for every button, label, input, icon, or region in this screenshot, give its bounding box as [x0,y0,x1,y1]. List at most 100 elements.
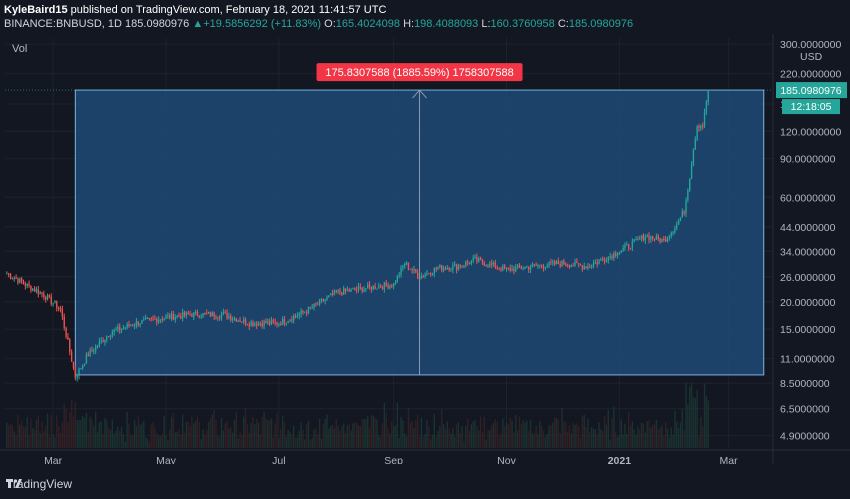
candle[interactable] [637,236,639,241]
candle[interactable] [305,309,308,317]
candle[interactable] [589,263,591,269]
candle[interactable] [30,285,32,293]
candle[interactable] [82,364,84,371]
candle[interactable] [220,311,223,321]
candle[interactable] [156,317,158,326]
candle[interactable] [85,352,88,364]
candle[interactable] [163,317,165,321]
candle[interactable] [191,313,193,318]
candle[interactable] [655,233,658,240]
candle[interactable] [324,298,326,305]
candle[interactable] [417,269,419,280]
candle[interactable] [33,286,36,292]
candle[interactable] [542,263,545,272]
candle[interactable] [674,225,676,235]
candle[interactable] [411,267,413,274]
candle[interactable] [639,235,641,240]
candle[interactable] [137,321,139,327]
chart-area[interactable]: Vol 175.8307588 (1885.59%) 1758307588 300.… [0,34,850,464]
candle[interactable] [365,287,367,293]
candle[interactable] [611,253,613,261]
candle[interactable] [526,265,528,268]
candle[interactable] [6,271,8,275]
candle[interactable] [287,320,289,324]
candle[interactable] [96,344,99,349]
candle[interactable] [307,306,310,315]
candle[interactable] [296,312,299,319]
candle[interactable] [65,326,67,339]
candle[interactable] [259,321,262,327]
candle[interactable] [11,277,14,280]
candle[interactable] [500,266,502,272]
candle[interactable] [111,329,114,339]
candle[interactable] [9,273,12,280]
candle[interactable] [298,311,300,320]
candle[interactable] [613,251,615,262]
candle[interactable] [56,300,58,312]
candle[interactable] [54,300,56,304]
candle[interactable] [315,302,317,307]
candle[interactable] [424,272,426,279]
price-axis[interactable]: 300.0000000220.0000000160120.000000090.0… [780,39,841,442]
candle[interactable] [548,261,550,269]
candle[interactable] [178,312,180,318]
candle[interactable] [261,319,263,329]
candle[interactable] [132,323,134,327]
candle[interactable] [113,328,115,336]
candle[interactable] [448,266,450,272]
candle[interactable] [344,288,347,295]
candle[interactable] [431,272,434,276]
candle[interactable] [167,312,169,319]
candle[interactable] [537,263,539,269]
candle[interactable] [368,280,371,290]
candle[interactable] [93,347,95,355]
candle[interactable] [235,317,238,323]
candle[interactable] [206,309,208,315]
candle[interactable] [627,243,630,252]
candle[interactable] [576,258,578,264]
candle[interactable] [663,235,665,242]
candle[interactable] [581,265,584,272]
candle[interactable] [509,264,511,273]
candle[interactable] [379,283,382,288]
candle[interactable] [52,302,54,307]
candle[interactable] [396,274,399,283]
candle[interactable] [185,311,188,319]
candle[interactable] [528,266,530,274]
candle[interactable] [139,323,141,328]
candle[interactable] [450,267,452,272]
candle[interactable] [544,266,547,271]
measure-label-box[interactable] [316,63,523,82]
candle[interactable] [437,266,439,271]
candle[interactable] [91,346,93,353]
candle[interactable] [387,282,389,290]
candle[interactable] [194,309,197,316]
candle[interactable] [198,315,200,319]
candle[interactable] [505,267,508,272]
candle[interactable] [154,315,156,320]
candle[interactable] [664,235,667,242]
candle[interactable] [272,318,275,325]
candle[interactable] [359,283,361,290]
candle[interactable] [304,311,306,314]
candle[interactable] [320,297,323,304]
candle[interactable] [102,337,104,343]
candle[interactable] [650,235,652,243]
candle[interactable] [141,319,143,325]
candle[interactable] [226,309,228,320]
candle[interactable] [609,252,611,261]
candle[interactable] [135,318,138,329]
candle[interactable] [350,288,352,293]
candle[interactable] [241,321,243,323]
candle[interactable] [263,319,265,330]
candle[interactable] [652,235,654,241]
candle[interactable] [503,264,506,270]
candle[interactable] [389,284,391,290]
candle[interactable] [468,262,471,265]
candle[interactable] [670,231,672,239]
candle[interactable] [465,260,467,268]
candle[interactable] [489,261,491,268]
candle[interactable] [59,305,62,313]
candle[interactable] [89,347,91,357]
candle[interactable] [207,311,210,315]
